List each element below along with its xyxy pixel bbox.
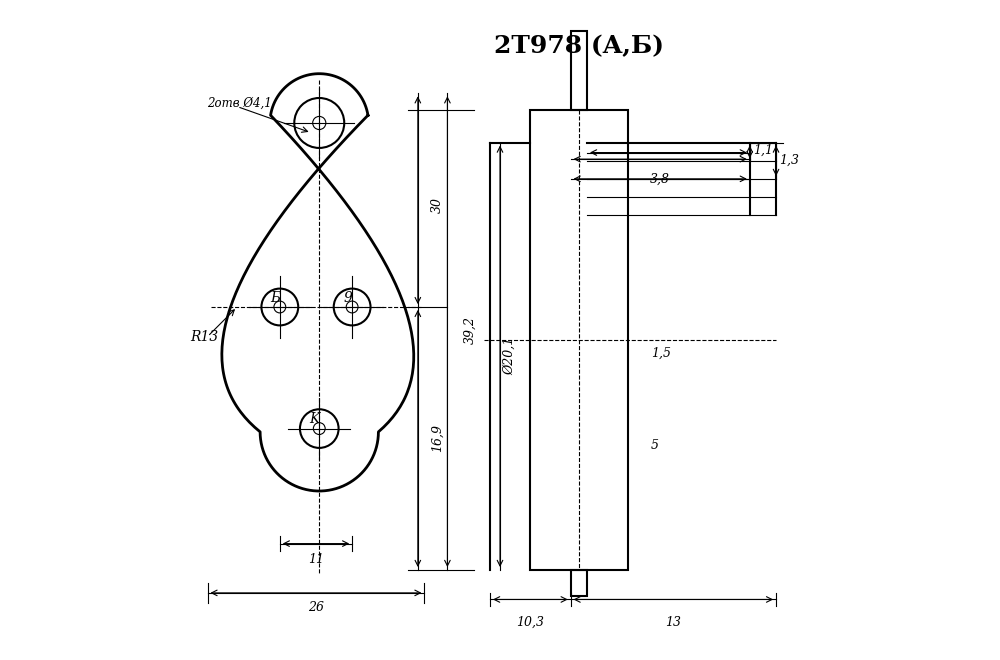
Text: 2T978 (A,Б): 2T978 (A,Б)	[494, 34, 664, 58]
Text: Ø20,1: Ø20,1	[503, 337, 516, 376]
Text: 5: 5	[651, 438, 659, 451]
Text: 1,5: 1,5	[651, 346, 671, 360]
Text: 1,3: 1,3	[779, 154, 799, 167]
Text: 16,9: 16,9	[431, 424, 444, 453]
Text: 26: 26	[308, 601, 324, 614]
Bar	[571, 570, 587, 596]
Bar	[530, 110, 628, 570]
Text: 1,1: 1,1	[753, 144, 773, 157]
Text: 10,3: 10,3	[516, 616, 544, 629]
Text: 39,2: 39,2	[464, 316, 477, 344]
Bar	[571, 31, 587, 110]
Text: R13: R13	[190, 329, 218, 344]
Text: 9: 9	[343, 292, 352, 306]
Text: 11: 11	[308, 554, 324, 566]
Text: 13: 13	[665, 616, 681, 629]
Text: K: K	[309, 412, 320, 426]
Text: 3,8: 3,8	[650, 172, 670, 185]
Text: Б: Б	[270, 292, 280, 306]
Text: 30: 30	[431, 197, 444, 213]
Text: 2отв Ø4,1: 2отв Ø4,1	[208, 97, 272, 110]
